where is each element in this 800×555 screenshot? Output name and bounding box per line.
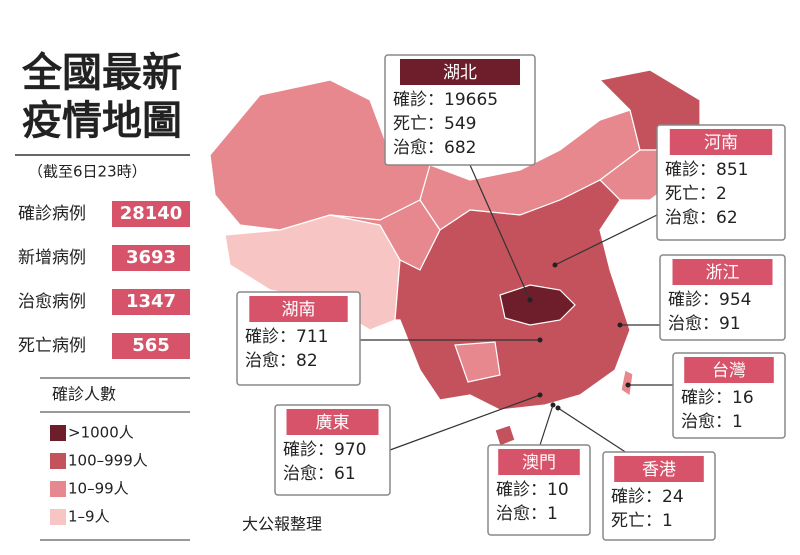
legend-swatch [50, 453, 66, 469]
callout-header [498, 449, 580, 475]
stat-box [112, 201, 190, 227]
legend-label: 10–99人 [68, 480, 129, 498]
legend-label: 1–9人 [68, 508, 110, 526]
callout-region: 河南 [704, 133, 738, 153]
callout-line: 治愈：91 [668, 314, 741, 334]
callout-line: 確診：16 [681, 388, 754, 408]
stat-value: 1347 [126, 291, 176, 312]
callout-region: 湖南 [282, 300, 316, 320]
leader-dot [552, 262, 558, 268]
china-map [209, 69, 701, 447]
callout-header [672, 259, 773, 285]
callout-line: 治愈：1 [496, 504, 558, 524]
leader-dot [527, 297, 533, 303]
callout-header [684, 357, 774, 383]
stat-box [112, 289, 190, 315]
stat-value: 28140 [120, 203, 183, 224]
stat-box [112, 333, 190, 359]
callout-region: 澳門 [522, 453, 556, 473]
legend-label: 100–999人 [68, 452, 148, 470]
callout-line: 確診：24 [611, 487, 684, 507]
legend-swatch [50, 509, 66, 525]
callout-line: 死亡：549 [393, 114, 476, 134]
stat-label: 新增病例 [18, 248, 86, 268]
callout-line: 治愈：82 [245, 351, 318, 371]
callout-line: 治愈：682 [393, 138, 476, 158]
stat-box [112, 245, 190, 271]
callout-line: 死亡：1 [611, 511, 673, 531]
subtitle: （截至6日23時） [28, 163, 147, 181]
leader-line [557, 407, 631, 456]
callout-region: 香港 [642, 460, 676, 480]
callout-region: 廣東 [316, 413, 350, 433]
legend-swatch [50, 425, 66, 441]
stat-label: 治愈病例 [18, 292, 86, 312]
callout-header [249, 296, 348, 322]
stat-value: 565 [132, 335, 170, 356]
callout-line: 確診：711 [245, 327, 328, 347]
source: 大公報整理 [242, 515, 322, 534]
callout-line: 確診：19665 [393, 90, 498, 110]
callout-line: 死亡：2 [665, 184, 727, 204]
legend-swatch [50, 481, 66, 497]
callout-header [400, 59, 520, 85]
callout-line: 確診：970 [283, 440, 366, 460]
stat-label: 確診病例 [18, 204, 86, 224]
leader-line [469, 164, 531, 301]
legend-label: >1000人 [68, 424, 134, 442]
leader-line [539, 404, 554, 446]
callout-line: 治愈：1 [681, 412, 743, 432]
callout-header [286, 409, 379, 435]
title-line: 全國最新 [21, 50, 182, 96]
callout-line: 確診：954 [668, 290, 751, 310]
region-hainan [494, 424, 516, 447]
region-guangxi [454, 341, 501, 383]
leader-dot [625, 382, 631, 388]
callout-header [669, 129, 773, 155]
callout-header [614, 456, 704, 482]
title-line: 疫情地圖 [22, 98, 182, 144]
stat-value: 3693 [126, 247, 176, 268]
leader-dot [550, 402, 556, 408]
leader-dot [537, 337, 543, 343]
stat-label: 死亡病例 [18, 336, 86, 356]
leader-dot [537, 392, 543, 398]
callout-line: 治愈：61 [283, 464, 356, 484]
callout-line: 治愈：62 [665, 208, 738, 228]
leader-dot [617, 322, 623, 328]
callout-line: 確診：851 [665, 160, 748, 180]
leader-dot [555, 405, 561, 411]
leader-line [554, 214, 658, 266]
callout-region: 湖北 [443, 63, 477, 83]
region-hubei [499, 284, 576, 326]
callout-region: 台灣 [712, 361, 746, 381]
leader-line [389, 394, 541, 451]
callout-region: 浙江 [706, 263, 740, 283]
legend-title: 確診人數 [52, 385, 116, 404]
callout-line: 確診：10 [496, 480, 569, 500]
